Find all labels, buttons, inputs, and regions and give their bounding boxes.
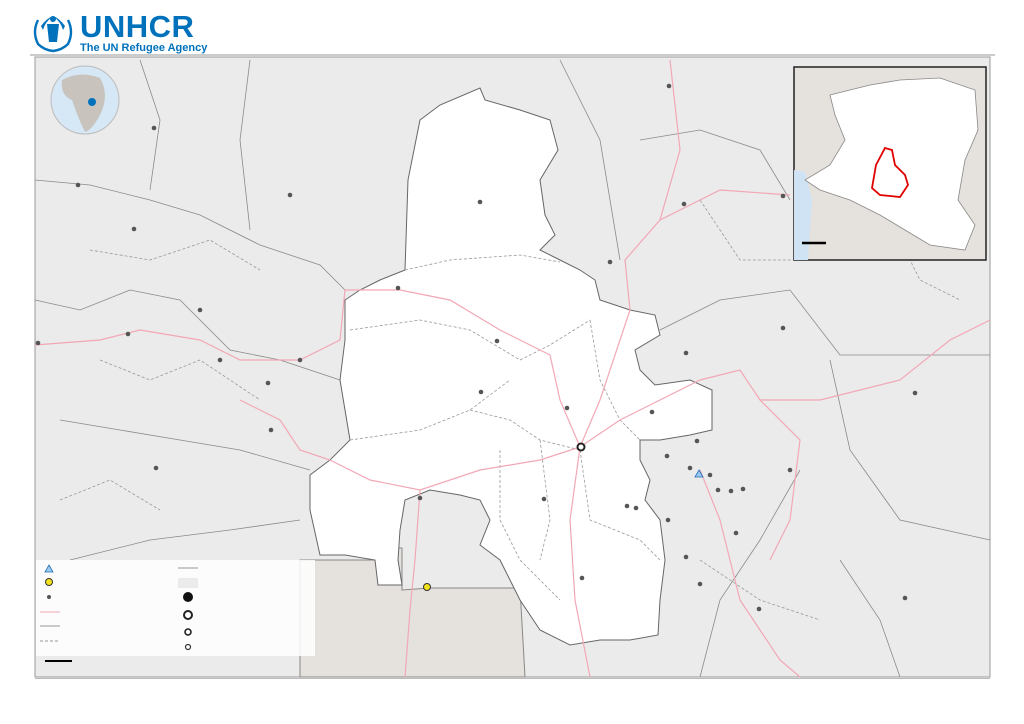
settlement-marker[interactable] xyxy=(287,192,293,198)
legend-city-large-icon xyxy=(183,610,193,620)
settlement-marker[interactable] xyxy=(780,193,786,199)
settlement-marker[interactable] xyxy=(541,496,547,502)
settlement-marker[interactable] xyxy=(664,453,670,459)
focus-internal-boundaries xyxy=(349,254,661,601)
settlement-marker[interactable] xyxy=(75,182,81,188)
settlement-marker[interactable] xyxy=(683,350,689,356)
settlement-marker[interactable] xyxy=(681,201,687,207)
legend-area-sample xyxy=(178,578,198,588)
settlement-marker[interactable] xyxy=(153,465,159,471)
inset-highlight-province xyxy=(871,146,909,198)
settlement-marker[interactable] xyxy=(607,259,613,265)
settlement-marker[interactable] xyxy=(417,495,423,501)
settlement-marker[interactable] xyxy=(494,338,500,344)
legend-settlement-icon xyxy=(47,595,51,599)
unhcr-logo: UNHCR The UN Refugee Agency xyxy=(30,10,207,54)
legend-capital-icon xyxy=(183,592,193,602)
settlement-marker[interactable] xyxy=(131,226,137,232)
settlement-marker[interactable] xyxy=(740,486,746,492)
footer-rule xyxy=(35,678,990,679)
settlement-marker[interactable] xyxy=(35,340,41,346)
settlement-marker[interactable] xyxy=(683,554,689,560)
inset-map xyxy=(793,66,987,261)
settlements xyxy=(35,83,918,612)
provincial-capital-marker[interactable] xyxy=(576,442,586,452)
settlement-marker[interactable] xyxy=(564,405,570,411)
settlement-marker[interactable] xyxy=(217,357,223,363)
legend-city-medium-icon xyxy=(184,628,192,636)
settlement-marker[interactable] xyxy=(733,530,739,536)
settlement-marker[interactable] xyxy=(715,487,721,493)
legend-city-small-icon xyxy=(184,643,192,651)
roads xyxy=(34,59,991,678)
settlement-marker[interactable] xyxy=(687,465,693,471)
settlement-marker[interactable] xyxy=(697,581,703,587)
logo-name: UNHCR xyxy=(80,8,195,44)
legend xyxy=(36,560,315,662)
locator-globe xyxy=(50,65,120,135)
settlement-marker[interactable] xyxy=(624,503,630,509)
secondary-boundaries xyxy=(59,199,961,621)
settlement-marker[interactable] xyxy=(395,285,401,291)
settlement-marker[interactable] xyxy=(787,467,793,473)
settlement-marker[interactable] xyxy=(902,595,908,601)
settlement-marker[interactable] xyxy=(756,606,762,612)
settlement-marker[interactable] xyxy=(649,409,655,415)
legend-border-crossing-icon xyxy=(45,578,53,586)
border-crossing-marker[interactable] xyxy=(423,583,431,591)
settlement-marker[interactable] xyxy=(125,331,131,337)
settlement-marker[interactable] xyxy=(912,390,918,396)
settlement-marker[interactable] xyxy=(780,325,786,331)
settlement-marker[interactable] xyxy=(197,307,203,313)
settlement-marker[interactable] xyxy=(268,427,274,433)
logo-tagline: The UN Refugee Agency xyxy=(80,41,208,54)
unhcr-emblem-icon xyxy=(33,16,73,53)
admin-boundaries xyxy=(34,59,991,678)
settlement-marker[interactable] xyxy=(707,472,713,478)
settlement-marker[interactable] xyxy=(666,83,672,89)
settlement-marker[interactable] xyxy=(297,357,303,363)
settlement-marker[interactable] xyxy=(151,125,157,131)
settlement-marker[interactable] xyxy=(579,575,585,581)
settlement-marker[interactable] xyxy=(265,380,271,386)
settlement-marker[interactable] xyxy=(728,488,734,494)
refugee-site-marker[interactable] xyxy=(694,469,704,478)
settlement-marker[interactable] xyxy=(665,517,671,523)
legend-refugee-site-icon xyxy=(44,564,54,573)
settlement-marker[interactable] xyxy=(478,389,484,395)
settlement-marker[interactable] xyxy=(633,505,639,511)
settlement-marker[interactable] xyxy=(694,438,700,444)
settlement-marker[interactable] xyxy=(477,199,483,205)
focus-province[interactable] xyxy=(309,87,713,646)
